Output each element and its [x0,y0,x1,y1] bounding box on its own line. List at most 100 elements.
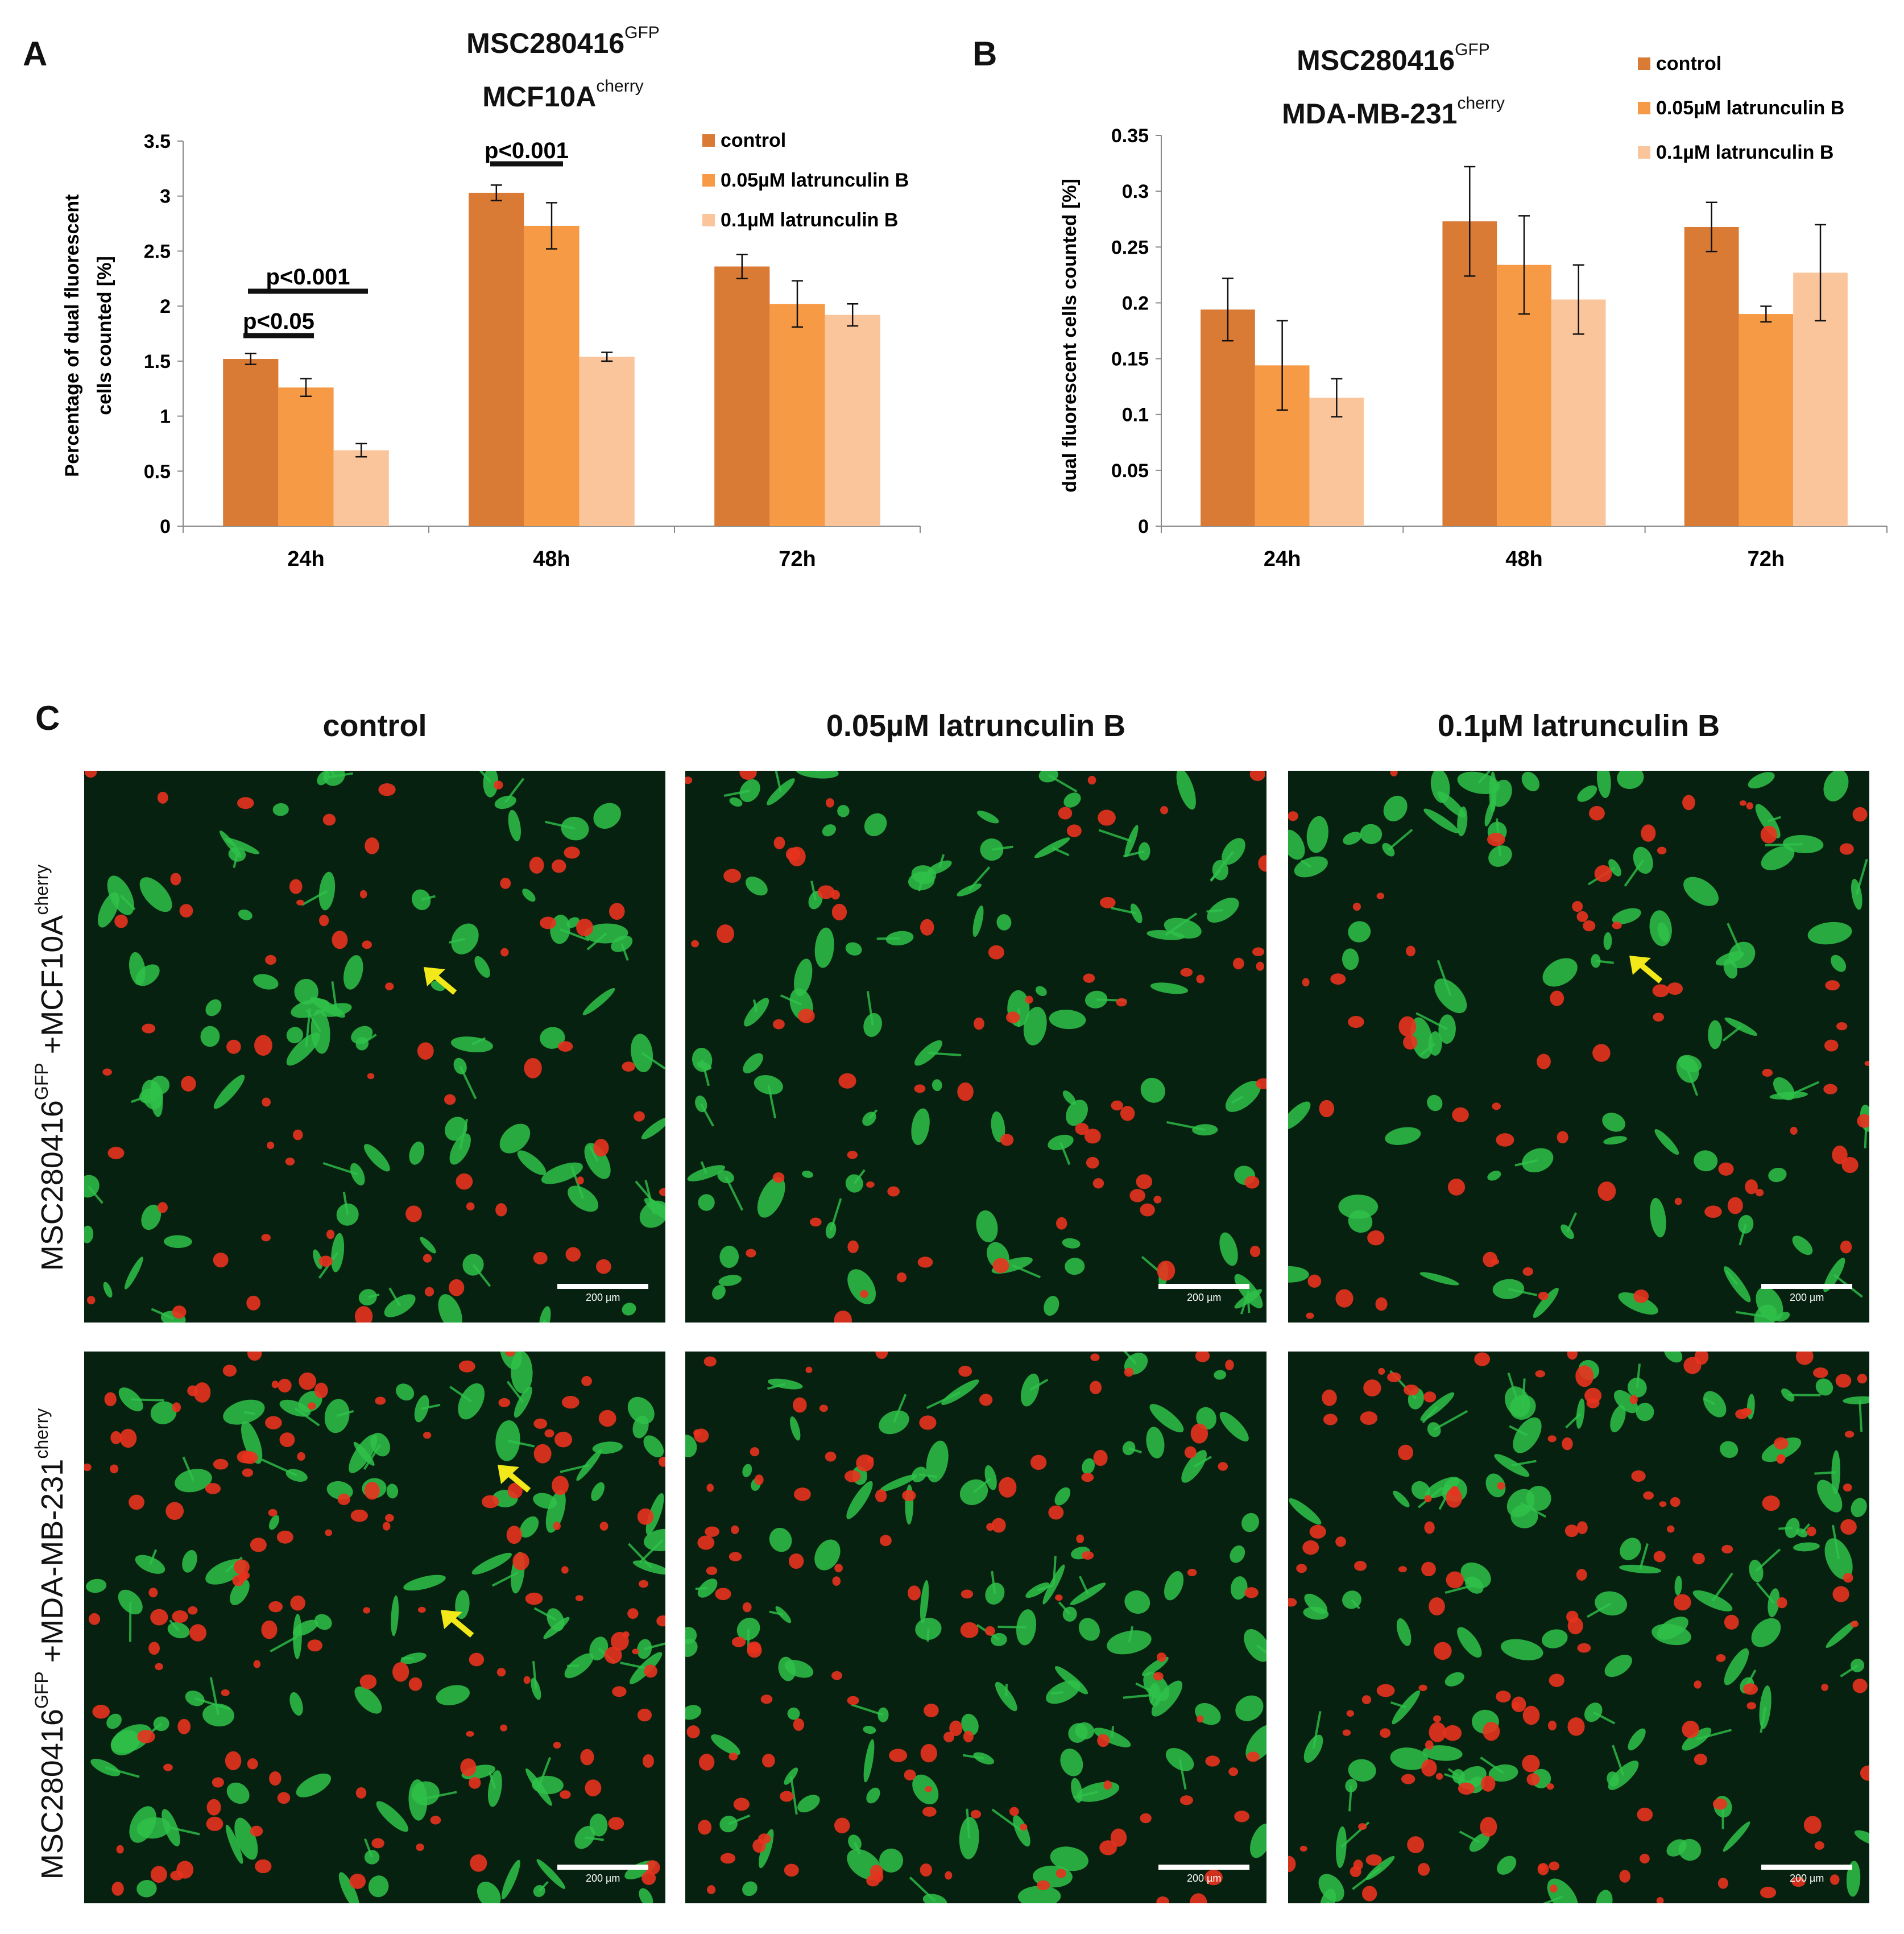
gfp-cell [1690,1586,1735,1615]
cherry-cell [1363,1379,1381,1396]
cherry-cell [1398,1016,1416,1037]
cherry-cell [255,1859,271,1873]
scale-bar-label: 200 µm [586,1873,620,1885]
cherry-cell [1549,1862,1559,1871]
cherry-cell [89,1613,100,1625]
gfp-process [1814,1472,1836,1473]
gfp-cell [1678,871,1724,912]
gfp-cell [1848,1495,1869,1519]
cherry-cell [247,1352,262,1361]
row-label-mcf10a-main1: MSC280416 [35,1100,69,1271]
cherry-cell [163,1764,173,1771]
cherry-cell [1160,806,1168,814]
gfp-cell [1214,1369,1227,1380]
gfp-cell [1793,1542,1820,1552]
cherry-cell [1157,1652,1166,1662]
cherry-cell [945,1871,952,1880]
cherry-cell [1718,1878,1728,1889]
cherry-cell [697,1535,714,1549]
cherry-cell [1740,800,1746,806]
cherry-cell [1058,807,1073,820]
cherry-cell [706,1483,714,1491]
cherry-cell [656,1615,665,1626]
chart-a-y-tick-label: 2 [160,296,171,317]
cherry-cell [924,1704,939,1717]
cherry-cell [794,1487,811,1501]
gfp-cell [293,1614,302,1659]
gfp-cell [559,815,590,842]
cherry-cell [221,1689,230,1696]
cherry-cell [1813,1367,1828,1378]
cherry-cell [1633,1290,1649,1303]
cherry-cell [609,903,625,920]
cherry-cell [1480,1817,1497,1837]
cherry-cell [365,837,379,854]
cherry-cell [1067,824,1082,837]
cherry-cell [1086,1157,1099,1169]
cherry-cell [721,1853,735,1864]
cherry-cell [988,945,1004,960]
gfp-process [1207,910,1223,911]
cherry-cell [1841,1157,1858,1173]
cherry-cell [1362,1886,1377,1901]
scale-bar-label: 200 µm [1790,1292,1824,1304]
cherry-cell [1205,1755,1220,1766]
chart-a-y-tick-label: 3.5 [144,131,171,152]
cherry-cell [1362,1695,1371,1704]
cherry-cell [102,1068,112,1076]
cherry-cell [762,1754,775,1767]
gfp-process [1625,860,1643,886]
cherry-cell [643,1754,654,1768]
cherry-cell [1009,1807,1019,1816]
cherry-cell [608,1817,624,1830]
gfp-cell [1191,1699,1224,1729]
gfp-cell [795,771,839,780]
cherry-cell [1307,1275,1321,1288]
gfp-cell [1601,1650,1636,1681]
cherry-cell [1843,1573,1853,1582]
gfp-cell [88,1755,122,1780]
gfp-cell [1227,1543,1248,1565]
chart-b-x-tick-label: 72h [1748,547,1785,571]
cherry-cell [1403,1035,1417,1050]
cherry-cell [743,1602,752,1613]
chart-b-y-tick-label: 0.25 [1111,237,1149,258]
gfp-cell [1594,1888,1615,1903]
cherry-cell [921,1744,937,1762]
chart-a-bar [469,193,524,526]
gfp-process [910,1877,935,1901]
cherry-cell [958,1366,972,1377]
gfp-cell [1033,834,1072,861]
cherry-cell [326,1230,334,1239]
cherry-cell [1446,1488,1462,1507]
cherry-cell [831,1671,842,1680]
gfp-cell [470,1549,514,1578]
gfp-cell [955,881,983,899]
cherry-cell [105,1392,117,1406]
cherry-cell [512,1552,529,1570]
cherry-cell [957,1082,974,1101]
cherry-cell [1185,1447,1197,1458]
gfp-process [696,1588,707,1589]
cherry-cell [423,1254,432,1262]
cherry-cell [1825,980,1840,990]
gfp-cell [788,1415,802,1441]
gfp-cell [101,1281,114,1299]
gfp-cell [1652,1126,1682,1157]
gfp-cell [1828,952,1849,975]
column-header-latrunculin-005: 0.05µM latrunculin B [685,708,1266,743]
row-label-mcf10a-sup1: GFP [31,1063,52,1100]
gfp-cell [752,1072,785,1097]
gfp-cell [1052,1485,1074,1509]
gfp-cell [1843,1395,1869,1404]
cherry-cell [1659,1501,1666,1507]
cherry-cell [1197,1716,1203,1723]
cherry-cell [375,1396,386,1404]
panel-letter-c: C [35,699,60,738]
cherry-cell [847,1696,859,1705]
gfp-cell [494,1118,536,1159]
cherry-cell [974,1018,984,1030]
cherry-cell [576,1595,583,1601]
cherry-cell [1692,1553,1705,1564]
